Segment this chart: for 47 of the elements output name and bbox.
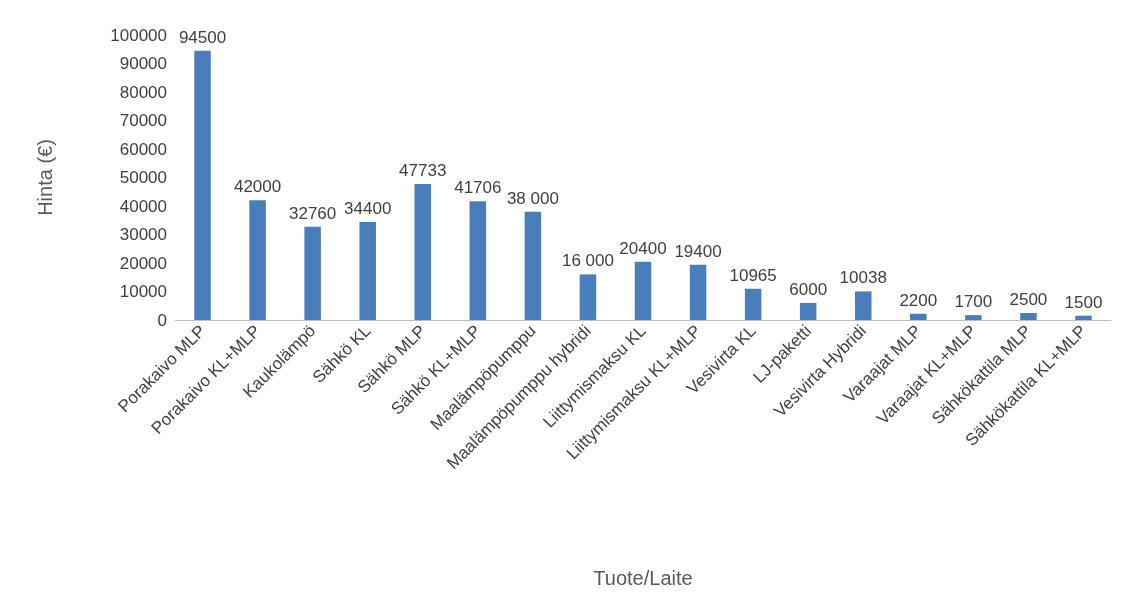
bar <box>634 261 652 320</box>
bar <box>910 313 927 320</box>
bar <box>524 211 542 320</box>
bar <box>689 264 707 320</box>
data-label: 16 000 <box>561 251 614 271</box>
y-tick-label: 40000 <box>119 196 167 216</box>
bar <box>744 288 762 320</box>
x-axis-title: Tuote/Laite <box>593 567 693 589</box>
bar <box>854 291 872 320</box>
bar <box>304 226 321 320</box>
data-label: 47733 <box>399 160 447 180</box>
data-label: 20400 <box>619 238 667 258</box>
data-label: 34400 <box>344 198 392 218</box>
y-tick-label: 10000 <box>119 282 167 301</box>
bar <box>359 221 376 320</box>
y-tick-label: 50000 <box>119 168 167 187</box>
data-label: 2200 <box>899 290 938 310</box>
y-tick-label: 60000 <box>119 139 167 159</box>
data-label: 10038 <box>839 268 887 288</box>
bar <box>249 200 266 320</box>
data-label: 1700 <box>954 292 993 312</box>
bar <box>1075 315 1092 320</box>
bar <box>965 315 982 320</box>
bar <box>579 274 597 320</box>
data-label: 6000 <box>789 279 828 299</box>
y-tick-label: 90000 <box>119 54 167 73</box>
y-tick-label: 100000 <box>110 25 167 45</box>
data-label: 19400 <box>674 241 722 261</box>
data-label: 38 000 <box>506 188 559 208</box>
data-label: 42000 <box>233 177 282 197</box>
y-tick-label: 0 <box>157 310 167 330</box>
bar <box>194 50 211 320</box>
data-label: 2500 <box>1009 289 1048 309</box>
data-label: 94500 <box>178 27 227 47</box>
bar <box>799 302 817 320</box>
y-tick-label: 70000 <box>119 111 167 130</box>
data-label: 41706 <box>454 178 502 198</box>
bar <box>414 183 432 320</box>
y-tick-label: 30000 <box>119 225 167 244</box>
y-tick-label: 80000 <box>119 82 167 102</box>
data-label: 32760 <box>289 203 337 223</box>
y-tick-label: 20000 <box>119 253 167 273</box>
bar <box>1020 312 1037 320</box>
data-label: 1500 <box>1064 292 1103 312</box>
data-label: 10965 <box>729 265 777 285</box>
y-axis-title: Hinta (€) <box>34 139 56 216</box>
bar <box>469 201 487 320</box>
